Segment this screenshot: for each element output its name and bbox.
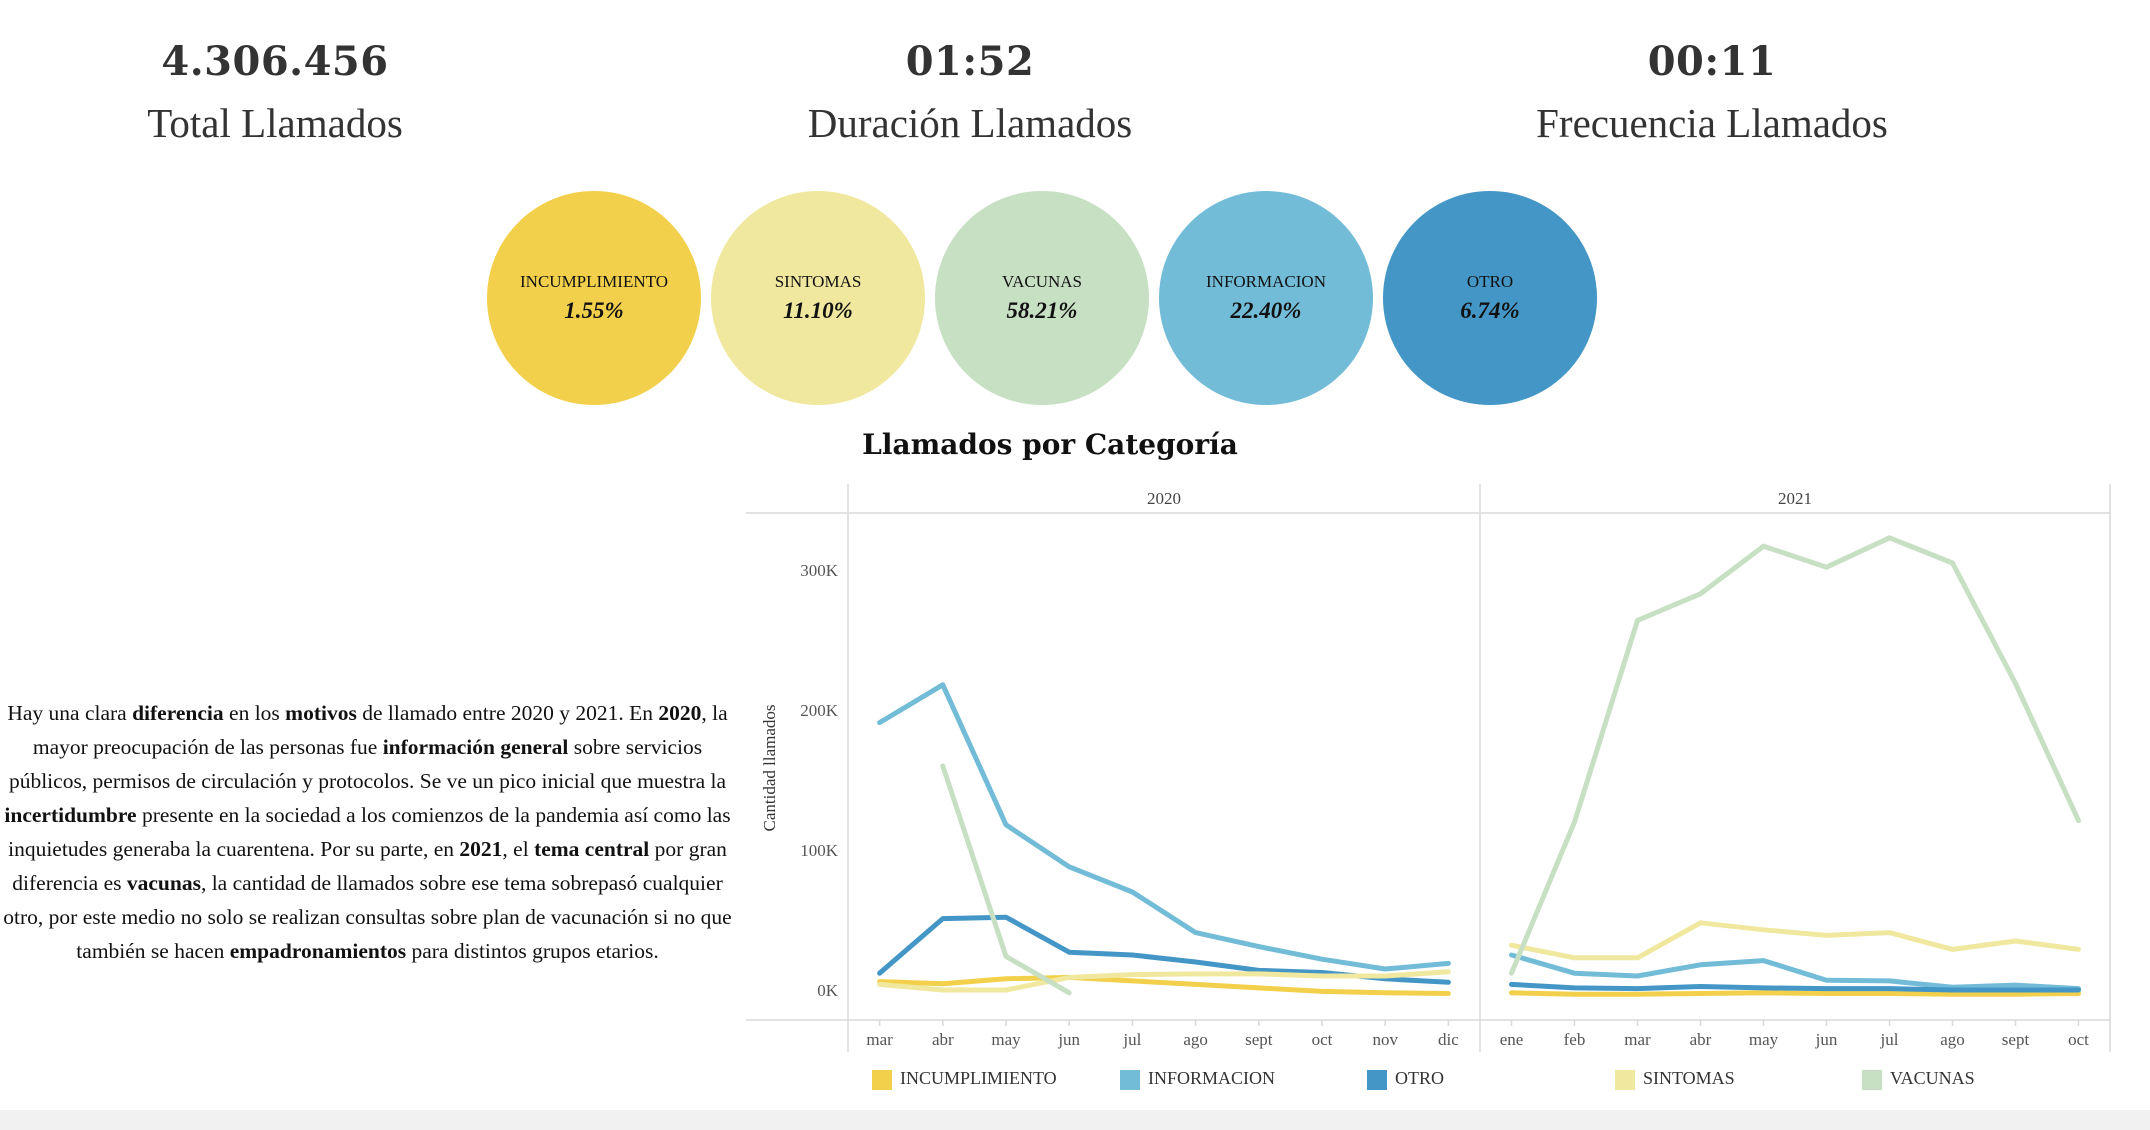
category-bubble-vacunas[interactable]: VACUNAS 58.21% — [935, 191, 1149, 405]
series-line-vacunas-2021 — [1509, 535, 2081, 976]
kpi-total-llamados: 4.306.456 Total Llamados — [125, 38, 425, 147]
x-tick-label: ene — [1500, 1030, 1524, 1049]
description-emphasis: incertidumbre — [4, 803, 137, 827]
kpi-value: 00:11 — [1647, 38, 1777, 85]
description-segment: por gran diferencia es — [12, 837, 727, 895]
y-tick-label: 100K — [800, 841, 839, 860]
x-tick-label: dic — [1438, 1030, 1459, 1049]
legend-label-sintomas: SINTOMAS — [1643, 1068, 1735, 1088]
description-text: Hay una clara diferencia en los motivos … — [0, 696, 735, 968]
series-line-incumplimiento-2020 — [877, 974, 1451, 996]
series-line-vacunas-2020 — [940, 763, 1072, 996]
category-bubble-informacion[interactable]: INFORMACION 22.40% — [1159, 191, 1373, 405]
x-tick-label: jun — [1815, 1030, 1838, 1049]
legend-swatch-vacunas — [1862, 1070, 1882, 1090]
description-segment: , la mayor preocupación de las personas … — [32, 701, 728, 759]
description-emphasis: diferencia — [132, 701, 224, 725]
description-segment: , la cantidad de llamados sobre ese tema… — [3, 871, 732, 963]
legend-swatch-sintomas — [1615, 1070, 1635, 1090]
bottom-bar — [0, 1110, 2150, 1130]
legend-swatch-otro — [1367, 1070, 1387, 1090]
series-line-informacion-2021 — [1509, 952, 2081, 992]
bubble-category-pct: 6.74% — [1460, 298, 1520, 323]
category-bubble-incumplimiento[interactable]: INCUMPLIMIENTO 1.55% — [487, 191, 701, 405]
bubble-category-pct: 1.55% — [564, 298, 624, 323]
panel-label-2020: 2020 — [1147, 489, 1181, 508]
description-segment: de llamado entre 2020 y 2021. En — [356, 701, 659, 725]
legend-label-incumplimiento: INCUMPLIMIENTO — [900, 1068, 1057, 1088]
panel-label-2021: 2021 — [1778, 489, 1812, 508]
series-line-informacion-2020 — [877, 682, 1451, 972]
x-tick-label: may — [1749, 1030, 1779, 1049]
description-segment: , el — [502, 837, 535, 861]
legend-label-vacunas: VACUNAS — [1890, 1068, 1975, 1088]
bubble-category-pct: 11.10% — [783, 298, 853, 323]
description-emphasis: información general — [382, 735, 569, 759]
description-emphasis: empadronamientos — [229, 939, 407, 963]
description-segment: presente en la sociedad a los comienzos … — [8, 803, 731, 861]
x-tick-label: jul — [1122, 1030, 1141, 1049]
x-tick-label: sept — [1245, 1030, 1273, 1049]
y-tick-label: 300K — [800, 561, 839, 580]
kpi-frecuencia-llamados: 00:11 Frecuencia Llamados — [1512, 38, 1912, 147]
category-bubble-otro[interactable]: OTRO 6.74% — [1383, 191, 1597, 405]
kpi-duracion-llamados: 01:52 Duración Llamados — [770, 38, 1170, 147]
kpi-label: Total Llamados — [147, 100, 403, 146]
description-emphasis: motivos — [285, 701, 357, 725]
x-tick-label: mar — [1624, 1030, 1651, 1049]
x-tick-label: may — [991, 1030, 1021, 1049]
category-bubble-sintomas[interactable]: SINTOMAS 11.10% — [711, 191, 925, 405]
description-emphasis: vacunas — [126, 871, 201, 895]
y-tick-label: 0K — [817, 981, 839, 1000]
bubble-category-name: INFORMACION — [1206, 272, 1326, 291]
description-emphasis: 2020 — [658, 701, 702, 725]
description-segment: Hay una clara — [7, 701, 133, 725]
legend-label-informacion: INFORMACION — [1148, 1068, 1275, 1088]
series-line-sintomas-2021 — [1509, 920, 2081, 961]
bubble-category-name: INCUMPLIMIENTO — [520, 272, 668, 291]
x-tick-label: ago — [1940, 1030, 1965, 1049]
kpi-label: Frecuencia Llamados — [1536, 100, 1888, 146]
description-segment: en los — [223, 701, 286, 725]
x-tick-label: nov — [1372, 1030, 1398, 1049]
bubble-category-name: VACUNAS — [1002, 272, 1082, 291]
bubble-category-pct: 22.40% — [1230, 298, 1302, 323]
kpi-value: 4.306.456 — [161, 38, 389, 85]
bubble-category-name: OTRO — [1466, 272, 1514, 291]
legend-swatch-informacion — [1120, 1070, 1140, 1090]
legend-label-otro: OTRO — [1395, 1068, 1444, 1088]
x-tick-label: mar — [866, 1030, 893, 1049]
y-axis-label: Cantidad llamados — [760, 704, 779, 831]
chart-title: Llamados por Categoría — [862, 428, 1238, 461]
bubble-category-name: SINTOMAS — [774, 272, 862, 291]
description-segment: para distintos grupos etarios. — [406, 939, 659, 963]
x-tick-label: ago — [1183, 1030, 1208, 1049]
x-tick-label: oct — [1312, 1030, 1333, 1049]
legend-swatch-incumplimiento — [872, 1070, 892, 1090]
x-tick-label: sept — [2002, 1030, 2030, 1049]
series-line-sintomas-2020 — [877, 969, 1451, 993]
series-line-incumplimiento-2021 — [1509, 990, 2081, 997]
x-tick-label: feb — [1564, 1030, 1586, 1049]
bubble-category-pct: 58.21% — [1006, 298, 1078, 323]
x-tick-label: jul — [1880, 1030, 1899, 1049]
x-tick-label: abr — [932, 1030, 954, 1049]
description-emphasis: tema central — [534, 837, 650, 861]
kpi-value: 01:52 — [905, 38, 1035, 85]
x-tick-label: abr — [1690, 1030, 1712, 1049]
x-tick-label: jun — [1057, 1030, 1080, 1049]
x-tick-label: oct — [2068, 1030, 2089, 1049]
description-segment: sobre servicios públicos, permisos de ci… — [8, 735, 727, 793]
series-line-otro-2021 — [1509, 981, 2081, 993]
kpi-label: Duración Llamados — [807, 100, 1133, 146]
description-emphasis: 2021 — [459, 837, 503, 861]
y-tick-label: 200K — [800, 701, 839, 720]
